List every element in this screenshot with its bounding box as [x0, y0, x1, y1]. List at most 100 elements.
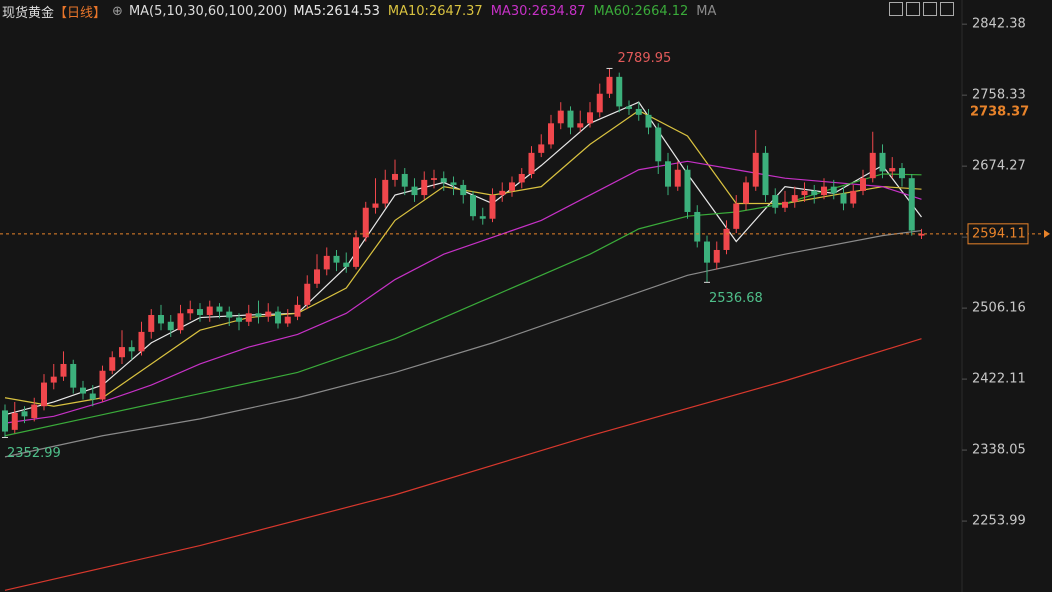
candle-body: [577, 123, 584, 128]
tool-button[interactable]: [940, 2, 954, 16]
tool-button[interactable]: [889, 2, 903, 16]
candle-body: [177, 313, 184, 331]
candle-body: [509, 182, 515, 191]
y-tick-label: 2674.27: [972, 159, 1026, 174]
candle-body: [392, 173, 398, 180]
extreme-label: 2789.95: [618, 51, 672, 66]
candle-body: [470, 195, 476, 217]
candle-body: [440, 178, 447, 183]
tool-button[interactable]: [906, 2, 920, 16]
candle-body: [460, 184, 467, 196]
candle-body: [11, 412, 18, 430]
candle-body: [811, 190, 818, 196]
candle-body: [655, 127, 662, 162]
candle-body: [167, 321, 174, 331]
candle-body: [245, 313, 252, 322]
candle-body: [353, 237, 359, 267]
candle-body: [821, 186, 827, 196]
candle-body: [304, 283, 311, 305]
candle-body: [596, 93, 603, 113]
y-tick-label: 2422.11: [972, 372, 1026, 387]
candle-body: [31, 404, 38, 419]
candle-body: [869, 152, 876, 179]
legend-entry: MA60:2664.12: [593, 4, 689, 19]
candle-body: [197, 309, 203, 316]
candle-body: [333, 255, 340, 263]
candle-body: [60, 363, 67, 377]
legend-entry: MA10:2647.37: [387, 4, 483, 19]
candle-body: [187, 309, 194, 314]
candle-body: [421, 179, 428, 196]
candle-body: [138, 331, 145, 352]
candle-body: [314, 269, 320, 284]
candle-body: [323, 255, 330, 270]
candle-body: [713, 249, 720, 263]
candle-body: [694, 211, 701, 242]
legend-entry: MA5:2614.53: [293, 4, 380, 19]
candle-body: [626, 106, 632, 109]
candle-body: [791, 195, 798, 202]
instrument-title: 现货黄金: [2, 6, 55, 21]
candle-body: [236, 317, 242, 322]
candle-body: [265, 311, 272, 317]
candle-body: [557, 110, 564, 124]
last-price-label: 2594.11: [972, 226, 1026, 241]
header: 现货黄金 【日线】 ⊕ MA(5,10,30,60,100,200) MA5:2…: [2, 2, 716, 21]
candle-body: [762, 152, 769, 196]
candle-body: [528, 152, 535, 174]
candle-body: [616, 76, 623, 107]
candle-body: [684, 169, 691, 212]
candle-body: [382, 179, 389, 204]
candle-body: [548, 123, 554, 145]
candle-body: [665, 161, 671, 187]
candle-body: [294, 304, 301, 317]
candle-body: [606, 76, 613, 94]
y-tick-label: 2338.05: [972, 443, 1026, 458]
candle-body: [567, 110, 574, 128]
candle-body: [372, 203, 379, 208]
ma-line: [4, 338, 922, 591]
candle-body: [99, 370, 106, 400]
legend-entry: MA30:2634.87: [490, 4, 586, 19]
candle-body: [499, 190, 506, 196]
candle-body: [908, 178, 915, 231]
extreme-label: 2352.99: [7, 446, 61, 461]
ma-line: [4, 101, 922, 416]
candle-body: [2, 410, 8, 432]
candle-body: [362, 207, 369, 238]
candle-body: [772, 195, 779, 208]
candle-body: [226, 311, 233, 318]
candle-body: [645, 114, 652, 128]
candle-body: [284, 316, 291, 324]
candle-body: [21, 411, 28, 417]
ma-line: [4, 109, 922, 407]
candle-body: [860, 178, 866, 191]
candle-body: [431, 178, 437, 180]
candle-body: [635, 108, 642, 115]
candle-body: [89, 393, 96, 400]
candle-body: [840, 193, 847, 204]
legend-entry: MA: [696, 4, 717, 19]
y-tick-label: 2253.99: [972, 514, 1026, 529]
candle-body: [899, 168, 905, 179]
candle-body: [275, 311, 281, 324]
candle-body: [752, 152, 759, 187]
candle-body: [489, 195, 496, 219]
candle-body: [158, 315, 164, 324]
settings-icon[interactable]: ⊕: [112, 4, 123, 19]
period[interactable]: 【日线】: [54, 6, 107, 21]
candle-body: [401, 173, 408, 187]
candle-body: [830, 186, 837, 194]
candle-body: [723, 228, 730, 250]
toolbar: [889, 2, 954, 16]
last-price-arrow: [1044, 229, 1050, 238]
indicator[interactable]: MA(5,10,30,60,100,200): [128, 4, 288, 19]
candle-body: [70, 363, 77, 388]
candle-body: [450, 182, 457, 185]
candle-body: [587, 112, 593, 124]
candle-body: [50, 376, 57, 383]
candle-body: [255, 313, 262, 317]
tool-button[interactable]: [923, 2, 937, 16]
